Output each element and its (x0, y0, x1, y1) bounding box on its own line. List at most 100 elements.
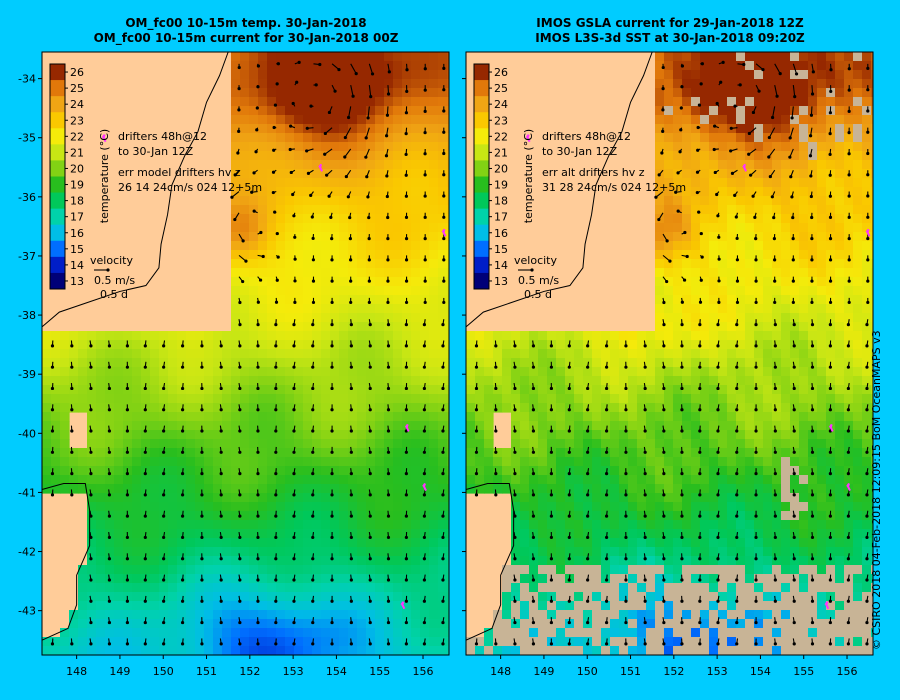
right-sst-cell (574, 457, 584, 467)
right-sst-cell (691, 169, 701, 179)
left-sst-cell (96, 340, 106, 350)
right-sst-cell (817, 457, 827, 467)
right-sst-cell (619, 430, 629, 440)
right-sst-cell (862, 70, 872, 80)
left-drifters-note-2: to 30-Jan 12Z (118, 145, 194, 158)
right-sst-cell (844, 376, 854, 386)
right-sst-cell (835, 448, 845, 458)
right-sst-cell (718, 430, 728, 440)
left-sst-cell (240, 511, 250, 521)
left-sst-cell (231, 421, 241, 431)
left-sst-cell (285, 502, 295, 512)
right-sst-cell (718, 187, 728, 197)
left-sst-cell (141, 565, 151, 575)
right-sst-cell (772, 124, 782, 134)
left-sst-cell (258, 439, 268, 449)
left-sst-cell (249, 619, 259, 629)
left-sst-cell (132, 349, 142, 359)
left-sst-cell (105, 610, 115, 620)
left-sst-cell (303, 295, 313, 305)
left-sst-cell (438, 565, 448, 575)
left-sst-cell (447, 70, 449, 80)
left-sst-cell (276, 259, 286, 269)
right-sst-cell (781, 160, 791, 170)
left-sst-cell (177, 646, 187, 655)
left-sst-cell (105, 331, 115, 341)
right-sst-cell (700, 178, 710, 188)
left-sst-cell (303, 313, 313, 323)
left-sst-cell (366, 610, 376, 620)
left-colorbar: 2625242322212019181716151413temperature … (49, 63, 111, 290)
right-sst-cell (871, 277, 873, 287)
right-sst-cell (781, 169, 791, 179)
left-sst-cell (303, 556, 313, 566)
right-sst-cell (736, 88, 746, 98)
left-sst-cell (42, 484, 52, 494)
left-sst-cell (294, 241, 304, 251)
left-sst-cell (294, 394, 304, 404)
left-sst-cell (186, 421, 196, 431)
left-arrow-head (125, 429, 129, 433)
left-sst-cell (330, 628, 340, 638)
left-title-line2: OM_fc00 10-15m current for 30-Jan-2018 0… (93, 31, 399, 45)
left-sst-cell (447, 142, 449, 152)
right-sst-cell (520, 475, 530, 485)
left-sst-cell (321, 205, 331, 215)
left-arrow-head (404, 323, 408, 327)
right-sst-cell (700, 160, 710, 170)
right-sst-cell (790, 430, 800, 440)
left-sst-cell (69, 628, 79, 638)
left-sst-cell (285, 385, 295, 395)
left-sst-cell (393, 52, 403, 62)
left-sst-cell (411, 556, 421, 566)
left-sst-cell (177, 538, 187, 548)
right-sst-cell (754, 70, 764, 80)
left-sst-cell (339, 376, 349, 386)
right-sst-cell (763, 358, 773, 368)
left-sst-cell (294, 412, 304, 422)
right-sst-cell (799, 466, 809, 476)
left-arrow-head (238, 386, 242, 391)
left-sst-cell (348, 574, 358, 584)
left-arrow-head (292, 535, 296, 540)
right-sst-cell (871, 241, 873, 251)
right-sst-cell (736, 241, 746, 251)
right-sst-cell (709, 376, 719, 386)
left-sst-cell (276, 394, 286, 404)
right-sst-cell (871, 223, 873, 233)
left-sst-cell (438, 124, 448, 134)
left-sst-cell (393, 169, 403, 179)
right-sst-cell (736, 358, 746, 368)
right-sst-cell (826, 376, 836, 386)
left-arrow-head (330, 258, 334, 262)
left-sst-cell (330, 205, 340, 215)
left-arrow-head (351, 94, 355, 98)
right-sst-cell (817, 178, 827, 188)
right-sst-cell (475, 484, 485, 494)
right-sst-cell (862, 394, 872, 404)
right-sst-cell (574, 331, 584, 341)
right-sst-cell (601, 475, 611, 485)
left-sst-cell (69, 619, 79, 629)
left-sst-cell (357, 304, 367, 314)
right-sst-cell (790, 439, 800, 449)
left-arrow-head (107, 514, 112, 518)
right-sst-cell (655, 142, 665, 152)
left-sst-cell (312, 214, 322, 224)
left-sst-cell (303, 160, 313, 170)
left-sst-cell (402, 439, 412, 449)
right-sst-cell (727, 376, 737, 386)
left-sst-cell (249, 331, 259, 341)
left-sst-cell (330, 259, 340, 269)
left-sst-cell (123, 520, 133, 530)
left-sst-cell (258, 574, 268, 584)
left-arrow-head (441, 578, 445, 582)
right-sst-cell (718, 88, 728, 98)
right-sst-cell (700, 286, 710, 296)
left-sst-cell (231, 412, 241, 422)
left-sst-cell (267, 196, 277, 206)
left-sst-cell (303, 61, 313, 71)
left-sst-cell (402, 475, 412, 485)
left-arrow-head (238, 535, 242, 540)
left-arrow-head (200, 408, 204, 412)
